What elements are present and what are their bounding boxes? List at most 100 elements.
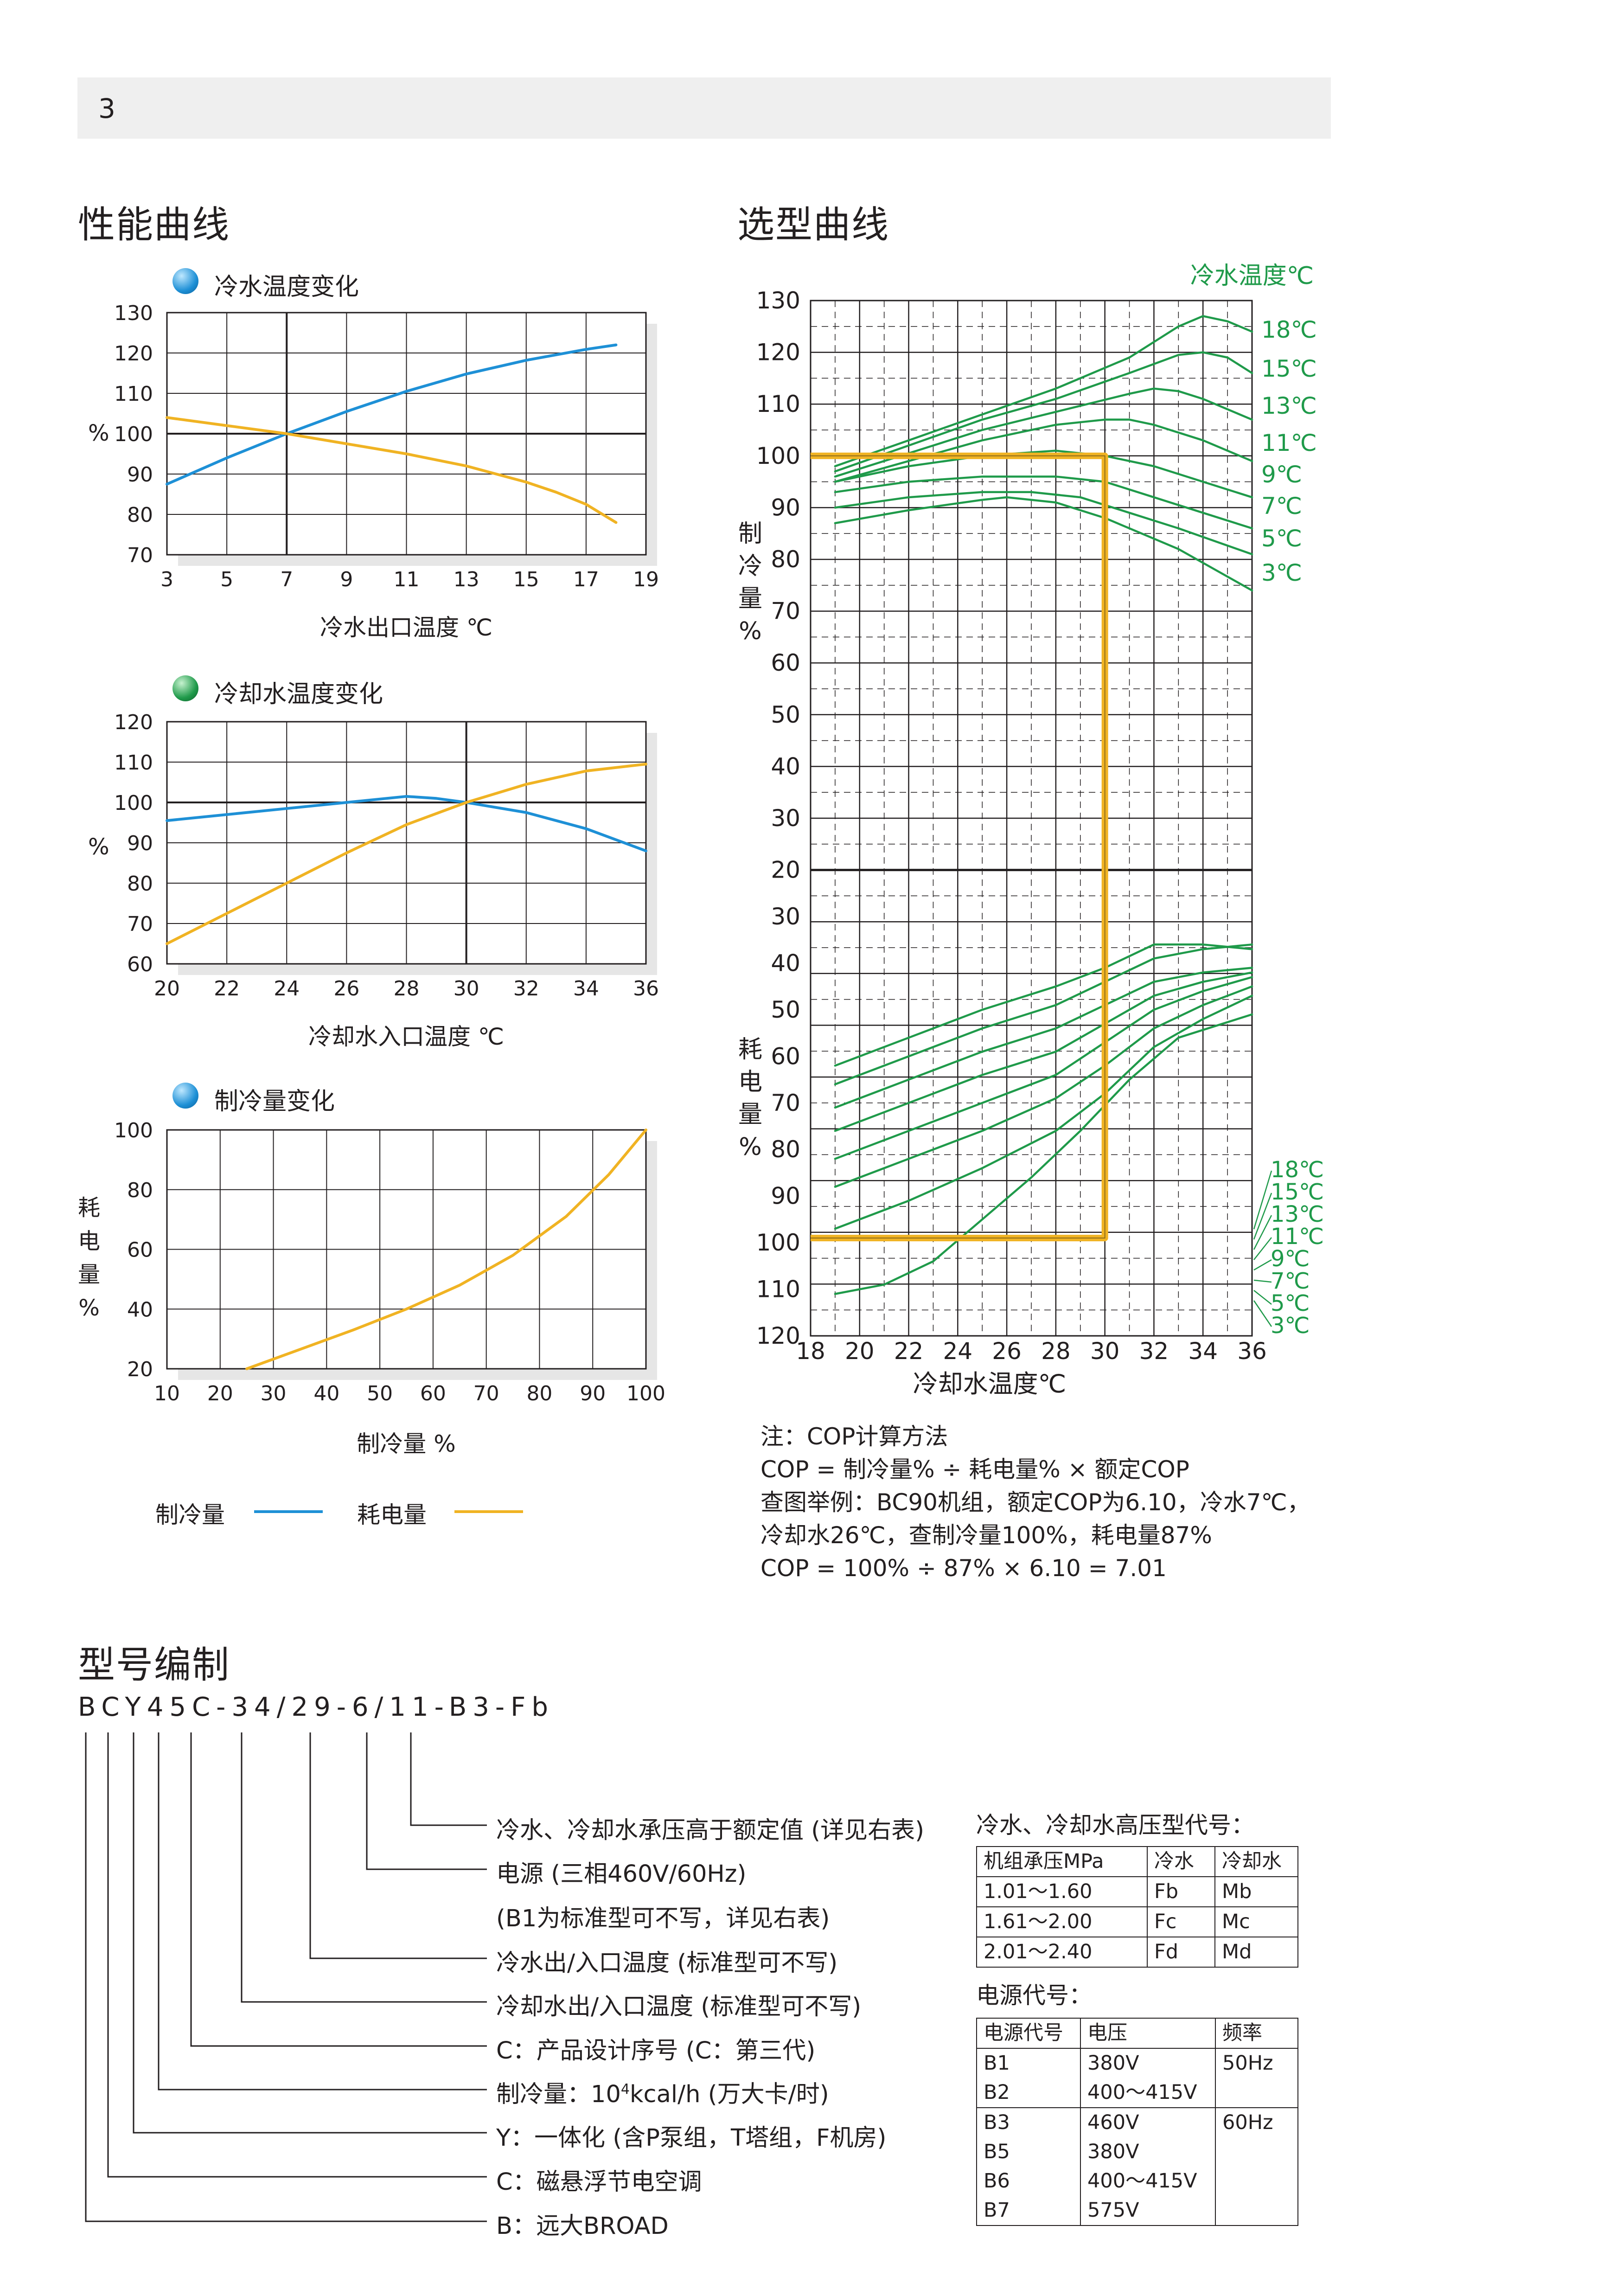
x-tick-label: 28 (1041, 1338, 1071, 1365)
x-tick-label: 19 (633, 568, 659, 591)
y-tick-label: 100 (756, 1229, 800, 1256)
desc-chilled-water-temp: 冷水出/入口温度 (标准型可不写) (496, 1950, 838, 1977)
x-tick-label: 24 (943, 1338, 973, 1365)
curve-label: 15℃ (1271, 1179, 1324, 1205)
x-tick-label: 24 (274, 977, 300, 1000)
x-tick-label: 3 (160, 568, 173, 591)
page-header-band (77, 77, 1331, 139)
y-tick-label: 110 (756, 391, 800, 417)
y-axis-label: 冷 (738, 552, 762, 580)
curve-label-leader (1253, 1259, 1272, 1271)
table-header: 机组承压MPa (976, 1846, 1148, 1877)
x-tick-label: 36 (1237, 1338, 1267, 1365)
chart3-title: 制冷量变化 (214, 1088, 335, 1116)
y-axis-label: % (88, 420, 109, 446)
y-axis-label: 量 (738, 585, 762, 613)
y-tick-label: 40 (127, 1298, 153, 1321)
note-line: COP = 制冷量% ÷ 耗电量% × 额定COP (760, 1456, 1189, 1483)
table-row: 1.01～1.60 Fb Mb (976, 1876, 1298, 1907)
x-tick-label: 70 (473, 1382, 499, 1405)
y-tick-label: 90 (127, 463, 153, 487)
legend-power-line (454, 1510, 523, 1513)
x-tick-label: 22 (214, 977, 240, 1000)
x-tick-label: 30 (1090, 1338, 1120, 1365)
y-tick-label: 130 (114, 301, 153, 325)
y-axis-label: 耗 (738, 1036, 762, 1064)
curve-label: 11℃ (1261, 430, 1317, 456)
y-tick-label: 110 (114, 751, 153, 775)
y-tick-label: 20 (771, 857, 800, 884)
page-number: 3 (98, 93, 115, 124)
x-tick-label: 17 (573, 568, 599, 591)
y-tick-label: 40 (771, 949, 800, 976)
x-tick-label: 34 (573, 977, 599, 1000)
curve-label-leader (1253, 1170, 1272, 1230)
legend-power-label: 耗电量 (357, 1501, 427, 1528)
table-row: 2.01～2.40 Fd Md (976, 1937, 1298, 1968)
x-axis-label: 冷却水温度℃ (913, 1369, 1067, 1398)
y-tick-label: 120 (114, 342, 153, 366)
x-tick-label: 34 (1188, 1338, 1218, 1365)
y-axis-label: 电 (738, 1068, 762, 1096)
table-cell: B3 B5 B6 B7 (976, 2107, 1081, 2226)
y-tick-label: 110 (756, 1276, 800, 1303)
power-curve-4 (834, 976, 1253, 1160)
table-header: 冷水 (1147, 1846, 1215, 1877)
y-tick-label: 60 (771, 1043, 800, 1070)
note-line: 查图举例：BC90机组，额定COP为6.10，冷水7℃， (760, 1489, 1310, 1516)
cop-note: 注：COP计算方法 COP = 制冷量% ÷ 耗电量% × 额定COP 查图举例… (760, 1420, 1310, 1585)
table-cell: Mc (1214, 1906, 1298, 1937)
curve-label: 13℃ (1261, 392, 1317, 419)
desc-brand: B：远大BROAD (496, 2213, 669, 2240)
curve-label: 18℃ (1261, 316, 1317, 343)
y-tick-label: 100 (114, 1119, 153, 1142)
curve-label: 5℃ (1271, 1290, 1310, 1316)
table-header: 冷却水 (1214, 1846, 1298, 1877)
x-tick-label: 13 (454, 568, 479, 591)
table-cell: Fc (1147, 1906, 1215, 1937)
table-header: 频率 (1215, 2018, 1298, 2049)
y-tick-label: 70 (127, 912, 153, 936)
green-bullet-icon (173, 675, 198, 701)
y-tick-label: 100 (756, 443, 800, 469)
chart-selection-curve: 130 120 110 100 90 80 70 60 50 40 30 20 30 40 50 60 70 80… (738, 262, 1324, 1398)
table-cell: B1 B2 (976, 2048, 1081, 2108)
note-line: 注：COP计算方法 (760, 1423, 948, 1450)
y-tick-label: 90 (771, 1183, 800, 1210)
y-axis-label: 量 (738, 1101, 762, 1129)
y-tick-label: 120 (756, 1322, 800, 1349)
curve-label: 3℃ (1271, 1313, 1310, 1339)
power-curve-1 (834, 943, 1253, 1085)
curve-label: 7℃ (1271, 1268, 1310, 1294)
chart2-title: 冷却水温度变化 (214, 680, 383, 708)
power-curve-7 (834, 1013, 1253, 1295)
y-tick-label: 90 (771, 494, 800, 521)
y-tick-label: 80 (127, 1179, 153, 1202)
y-tick-label: 80 (127, 872, 153, 896)
curve-label: 7℃ (1261, 493, 1302, 519)
x-axis-label: 制冷量 % (357, 1430, 455, 1457)
y-tick-label: 30 (771, 805, 800, 832)
blue-bullet-icon (173, 268, 198, 294)
table-cell: Fb (1147, 1876, 1215, 1907)
y-tick-label: 70 (771, 598, 800, 625)
desc-capacity: 制冷量：104kcal/h (万大卡/时) (496, 2075, 829, 2109)
note-line: 冷却水26℃，查制冷量100%，耗电量87% (760, 1522, 1212, 1549)
table-cell: 1.01～1.60 (976, 1876, 1148, 1907)
table-header: 电压 (1080, 2018, 1216, 2049)
x-tick-label: 20 (207, 1382, 233, 1405)
x-tick-label: 80 (526, 1382, 552, 1405)
x-tick-label: 32 (513, 977, 539, 1000)
desc-cooling-water-temp: 冷却水出/入口温度 (标准型可不写) (496, 1993, 862, 2020)
curve-label-leader (1253, 1237, 1272, 1260)
curve-label-leader (1253, 1279, 1272, 1283)
y-axis-label: 电 (78, 1228, 100, 1254)
table-cell: 60Hz (1215, 2107, 1298, 2226)
y-axis-label: % (88, 834, 109, 860)
desc-pressure: 冷水、冷却水承压高于额定值 (详见右表) (496, 1817, 925, 1844)
y-tick-label: 60 (127, 1238, 153, 1262)
table-cell: 50Hz (1215, 2048, 1298, 2108)
curve-label: 13℃ (1271, 1201, 1324, 1227)
